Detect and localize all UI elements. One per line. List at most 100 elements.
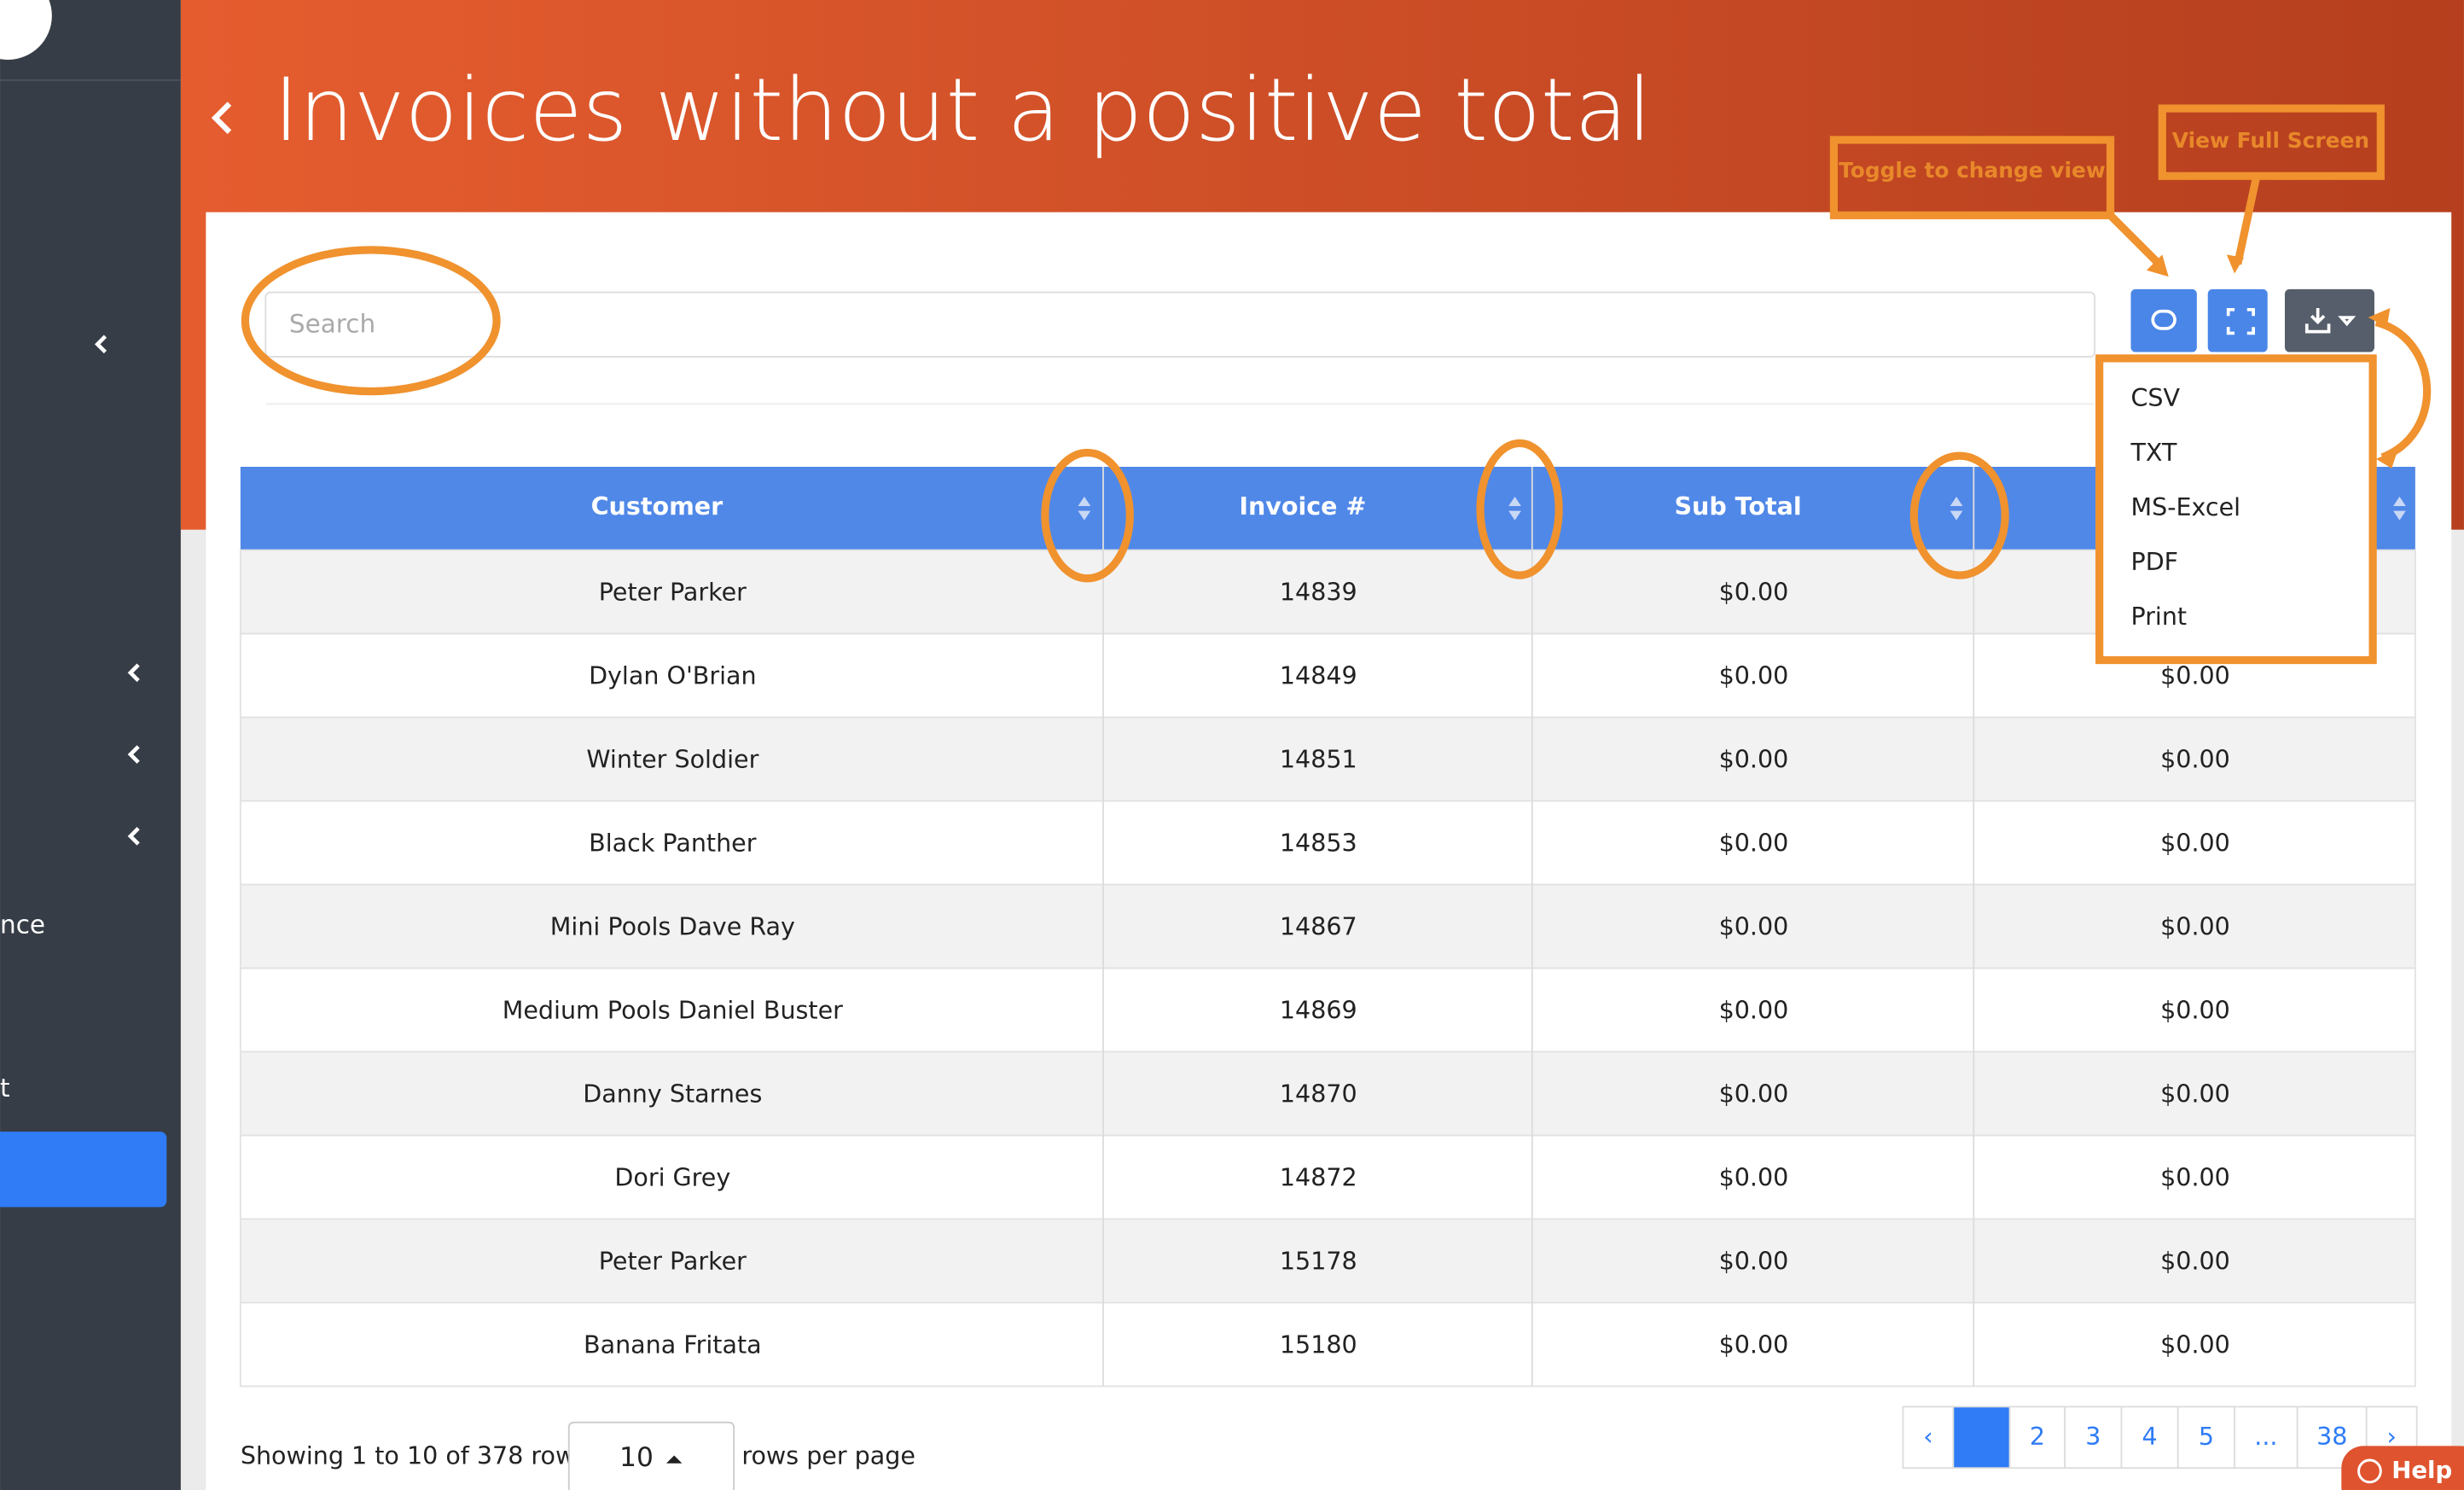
table-cell: 15180	[1280, 1330, 1357, 1359]
page-label: ›	[2387, 1423, 2397, 1451]
table-cell: Black Panther	[589, 829, 757, 857]
table-cell: Peter Parker	[599, 1247, 747, 1275]
arrowheads	[2146, 254, 2398, 469]
table-cell: $0.00	[1719, 578, 1789, 606]
table-cell: $0.00	[2160, 1080, 2230, 1108]
page-button[interactable]	[1902, 1406, 1955, 1470]
table-cell: $0.00	[1719, 1163, 1789, 1191]
page-size-select[interactable]	[567, 1421, 735, 1490]
table-cell: 14849	[1280, 661, 1357, 690]
page-button[interactable]	[2064, 1406, 2123, 1470]
table-cell: $0.00	[1719, 1330, 1789, 1359]
table-row	[239, 1051, 2416, 1137]
table-cell: Peter Parker	[599, 578, 747, 606]
sidebar-item[interactable]: t	[0, 1074, 10, 1103]
table-cell: $0.00	[2160, 661, 2230, 690]
logo	[0, 0, 52, 60]
table-cell: 14872	[1280, 1163, 1357, 1191]
table-cell: $0.00	[2160, 1247, 2230, 1275]
export-option[interactable]: MS-Excel	[2130, 493, 2240, 521]
page-label: ...	[2254, 1423, 2277, 1451]
page-label: 2	[2030, 1423, 2045, 1451]
table-row	[239, 716, 2416, 802]
table-header	[240, 467, 2415, 550]
table-row	[239, 1218, 2416, 1304]
table-cell: $0.00	[2160, 996, 2230, 1024]
export-button[interactable]	[2284, 288, 2374, 352]
table-cell: $0.00	[2160, 1163, 2230, 1191]
export-option[interactable]: Print	[2130, 602, 2187, 631]
sidebar	[0, 0, 181, 1490]
export-option[interactable]: TXT	[2130, 439, 2176, 467]
page-title: Invoices without a positive total	[274, 60, 1652, 160]
column-header[interactable]: Invoice #	[1239, 492, 1366, 521]
fullscreen-button[interactable]	[2207, 288, 2268, 352]
annotation-box	[1829, 136, 2115, 219]
rows-summary: Showing 1 to 10 of 378 rows	[241, 1441, 588, 1470]
table-row	[239, 883, 2416, 969]
search-input[interactable]	[264, 291, 2096, 358]
table-row	[239, 1301, 2416, 1388]
table-cell: Danny Starnes	[583, 1080, 762, 1108]
help-button[interactable]	[2341, 1446, 2464, 1490]
annotation-box	[2158, 104, 2385, 180]
search-placeholder: Search	[289, 310, 375, 339]
table-cell: $0.00	[2160, 912, 2230, 940]
page-label: 3	[2085, 1423, 2101, 1451]
export-option[interactable]: CSV	[2130, 384, 2180, 412]
sidebar-chevrons	[94, 335, 140, 846]
page-label: 4	[2142, 1423, 2158, 1451]
table-cell: $0.00	[1719, 1080, 1789, 1108]
table-cell: $0.00	[1719, 912, 1789, 940]
page-label: ‹	[1923, 1423, 1932, 1451]
export-icon	[2304, 307, 2356, 334]
help-icon	[2357, 1458, 2382, 1484]
annotation: View Full Screen	[2172, 128, 2369, 153]
table-cell: $0.00	[1719, 1247, 1789, 1275]
table-row	[239, 632, 2416, 719]
table-row	[239, 800, 2416, 886]
page-button[interactable]	[2008, 1406, 2066, 1470]
toggle-icon	[2151, 309, 2176, 330]
table-row	[239, 1134, 2416, 1220]
sort-icons[interactable]	[1078, 497, 2406, 521]
export-option[interactable]: PDF	[2130, 548, 2178, 576]
help-label: Help	[2391, 1456, 2452, 1484]
table-cell: 14853	[1280, 829, 1357, 857]
table-cell: Mini Pools Dave Ray	[550, 912, 795, 940]
table-cell: Winter Soldier	[586, 745, 758, 773]
page-label: 1	[1973, 1423, 1989, 1451]
page-label: 5	[2199, 1423, 2214, 1451]
table-cell: $0.00	[1719, 661, 1789, 690]
table-cell: $0.00	[1719, 745, 1789, 773]
page-size-label: rows per page	[741, 1441, 915, 1470]
table-cell: 14839	[1280, 578, 1357, 606]
table-cell: 14870	[1280, 1080, 1357, 1108]
table-cell: $0.00	[1719, 829, 1789, 857]
table-cell: 14867	[1280, 912, 1357, 940]
annotation: Toggle to change view	[1839, 158, 2106, 183]
table-cell: 15178	[1280, 1247, 1357, 1275]
export-menu	[2095, 354, 2377, 665]
back-button[interactable]	[211, 102, 232, 134]
table-cell: Medium Pools Daniel Buster	[503, 996, 843, 1024]
column-header[interactable]: Sub Total	[1674, 492, 1801, 521]
column-header[interactable]: Customer	[591, 492, 724, 521]
fullscreen-icon	[2226, 307, 2255, 335]
table-cell: $0.00	[2160, 745, 2230, 773]
table-cell: 14851	[1280, 745, 1357, 773]
page-button[interactable]	[1952, 1406, 2011, 1470]
caret	[665, 1455, 683, 1464]
table-cell: Dori Grey	[614, 1163, 730, 1191]
page-button[interactable]	[2234, 1406, 2298, 1470]
sidebar-item[interactable]: nce	[0, 910, 45, 939]
table-cell: Banana Fritata	[584, 1330, 762, 1359]
page-button[interactable]	[2120, 1406, 2179, 1470]
toggle-view-button[interactable]	[2130, 288, 2197, 352]
annotation-marks	[241, 175, 2432, 583]
table-cell: $0.00	[2160, 1330, 2230, 1359]
page-label: 38	[2316, 1423, 2347, 1451]
sidebar-active[interactable]	[0, 1132, 167, 1208]
